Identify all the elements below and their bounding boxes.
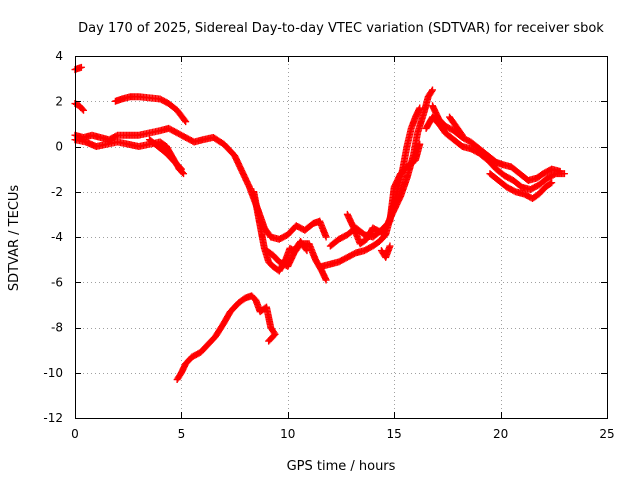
data-point	[416, 140, 424, 148]
data-point	[80, 106, 88, 114]
data-point	[548, 179, 556, 187]
series-l	[343, 140, 424, 248]
y-tick-label: -6	[51, 275, 63, 289]
data-point	[386, 242, 394, 250]
y-tick-label: 2	[55, 94, 63, 108]
data-point	[77, 63, 85, 71]
y-tick-label: 0	[55, 140, 63, 154]
y-tick-label: 4	[55, 49, 63, 63]
data-point	[560, 170, 568, 178]
data-point	[457, 130, 465, 138]
chart-title: Day 170 of 2025, Sidereal Day-to-day VTE…	[78, 21, 604, 36]
data-point	[322, 233, 330, 241]
x-tick-label: 20	[493, 427, 508, 441]
x-tick-label: 10	[280, 427, 295, 441]
data-point	[180, 170, 188, 178]
series-o	[429, 102, 564, 184]
y-tick-label: -2	[51, 185, 63, 199]
data-point	[546, 180, 554, 188]
series-q	[446, 113, 466, 139]
data-points	[71, 63, 568, 384]
x-tick-label: 0	[71, 427, 79, 441]
y-tick-label: -4	[51, 230, 63, 244]
data-point	[428, 87, 436, 95]
series-c	[111, 93, 190, 126]
x-axis-label: GPS time / hours	[287, 459, 396, 474]
data-point	[429, 86, 437, 94]
data-point	[458, 131, 466, 139]
x-tick-label: 25	[599, 427, 614, 441]
data-point	[178, 169, 186, 177]
series-f	[145, 136, 185, 173]
data-point	[181, 116, 189, 124]
y-tick-label: -8	[51, 321, 63, 335]
data-point	[556, 167, 564, 175]
data-point	[177, 165, 185, 173]
series-i	[263, 240, 330, 284]
x-tick-label: 15	[387, 427, 402, 441]
series-g	[173, 292, 279, 384]
series-b	[71, 100, 88, 114]
series-p	[486, 170, 556, 203]
axis-ticks: 0 5 10 15 20 25 -12 -10 -8 -6 -4 -2 0 2 4	[43, 49, 614, 441]
data-point	[265, 337, 273, 345]
series-m	[377, 242, 394, 261]
y-tick-label: -10	[43, 366, 63, 380]
data-point	[266, 336, 274, 344]
y-tick-label: -12	[43, 411, 63, 425]
data-point	[78, 105, 86, 113]
series-a	[71, 63, 85, 74]
x-tick-label: 5	[178, 427, 186, 441]
y-axis-label: SDTVAR / TECUs	[7, 185, 22, 292]
data-point	[322, 276, 330, 284]
data-point	[176, 164, 184, 172]
data-point	[182, 118, 190, 126]
